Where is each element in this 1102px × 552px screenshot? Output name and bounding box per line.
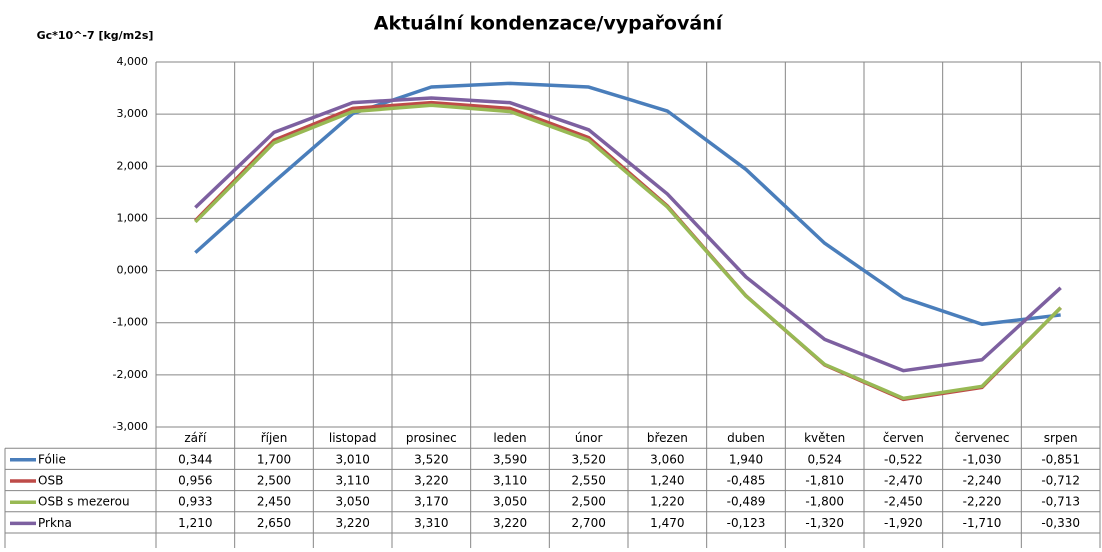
y-tick-label: 4,000 bbox=[117, 55, 149, 68]
x-tick-label: srpen bbox=[1044, 431, 1078, 445]
chart-title: Aktuální kondenzace/vypařování bbox=[374, 13, 724, 35]
legend-label: Fólie bbox=[38, 452, 66, 466]
table-cell: 3,220 bbox=[335, 516, 369, 530]
table-cell: 1,210 bbox=[178, 516, 212, 530]
table-cell: -0,489 bbox=[727, 495, 766, 509]
table-cell: 3,590 bbox=[493, 452, 527, 466]
table-cell: 3,060 bbox=[650, 452, 684, 466]
series-line bbox=[194, 103, 1062, 401]
table-cell: -2,220 bbox=[963, 495, 1002, 509]
y-tick-label: 2,000 bbox=[117, 159, 149, 172]
table-cell: -0,485 bbox=[727, 474, 766, 488]
table-cell: -1,320 bbox=[805, 516, 844, 530]
x-tick-label: listopad bbox=[329, 431, 377, 445]
table-cell: 3,310 bbox=[414, 516, 448, 530]
y-tick-label: -1,000 bbox=[113, 316, 148, 329]
table-cell: 1,470 bbox=[650, 516, 684, 530]
table-cell: 0,956 bbox=[178, 474, 212, 488]
legend-label: Prkna bbox=[38, 516, 72, 530]
table-cell: 3,220 bbox=[493, 516, 527, 530]
table-cell: -0,851 bbox=[1041, 452, 1080, 466]
table-cell: 3,520 bbox=[571, 452, 605, 466]
table-cell: -1,800 bbox=[805, 495, 844, 509]
y-axis-label: Gc*10^-7 [kg/m2s] bbox=[37, 29, 154, 42]
table-cell: -0,330 bbox=[1041, 516, 1080, 530]
table-cell: -1,810 bbox=[805, 474, 844, 488]
table-cell: 3,010 bbox=[335, 452, 369, 466]
table-cell: -2,470 bbox=[884, 474, 923, 488]
table-cell: 3,050 bbox=[493, 495, 527, 509]
y-tick-label: 3,000 bbox=[117, 107, 149, 120]
table-cell: 2,550 bbox=[571, 474, 605, 488]
table-cell: -1,710 bbox=[963, 516, 1002, 530]
x-tick-label: prosinec bbox=[406, 431, 457, 445]
x-tick-label: říjen bbox=[261, 431, 288, 445]
y-tick-label: 0,000 bbox=[117, 264, 149, 277]
table-cell: 1,240 bbox=[650, 474, 684, 488]
x-tick-label: květen bbox=[804, 431, 845, 445]
table-cell: -0,712 bbox=[1041, 474, 1080, 488]
series-line bbox=[194, 96, 1062, 373]
x-tick-label: duben bbox=[727, 431, 765, 445]
table-cell: 1,700 bbox=[257, 452, 291, 466]
table-cell: -1,030 bbox=[963, 452, 1002, 466]
table-cell: 2,450 bbox=[257, 495, 291, 509]
table-cell: 2,700 bbox=[571, 516, 605, 530]
x-tick-label: září bbox=[184, 431, 207, 445]
x-tick-label: červen bbox=[883, 431, 924, 445]
legend-label: OSB s mezerou bbox=[38, 495, 130, 509]
table-cell: 0,344 bbox=[178, 452, 212, 466]
table-cell: -0,713 bbox=[1041, 495, 1080, 509]
table-cell: 2,500 bbox=[571, 495, 605, 509]
table-cell: 0,524 bbox=[807, 452, 841, 466]
x-tick-label: červenec bbox=[955, 431, 1010, 445]
table-cell: 3,220 bbox=[414, 474, 448, 488]
table-cell: 2,500 bbox=[257, 474, 291, 488]
table-cell: -0,522 bbox=[884, 452, 923, 466]
table-cell: 3,520 bbox=[414, 452, 448, 466]
table-cell: -1,920 bbox=[884, 516, 923, 530]
y-tick-label: -3,000 bbox=[113, 420, 148, 433]
table-cell: 3,110 bbox=[493, 474, 527, 488]
table-cell: 3,170 bbox=[414, 495, 448, 509]
y-tick-label: 1,000 bbox=[117, 211, 149, 224]
table-cell: 1,940 bbox=[729, 452, 763, 466]
table-cell: 1,220 bbox=[650, 495, 684, 509]
x-tick-label: březen bbox=[647, 431, 688, 445]
table-cell: -2,450 bbox=[884, 495, 923, 509]
table-cell: 2,650 bbox=[257, 516, 291, 530]
series-line bbox=[194, 81, 1061, 327]
table-cell: 3,110 bbox=[335, 474, 369, 488]
table-cell: -0,123 bbox=[727, 516, 766, 530]
y-tick-label: -2,000 bbox=[113, 368, 148, 381]
table-cell: 3,050 bbox=[335, 495, 369, 509]
x-tick-label: únor bbox=[575, 431, 603, 445]
legend-label: OSB bbox=[38, 474, 63, 488]
x-tick-label: leden bbox=[493, 431, 526, 445]
table-cell: -2,240 bbox=[963, 474, 1002, 488]
table-cell: 0,933 bbox=[178, 495, 212, 509]
